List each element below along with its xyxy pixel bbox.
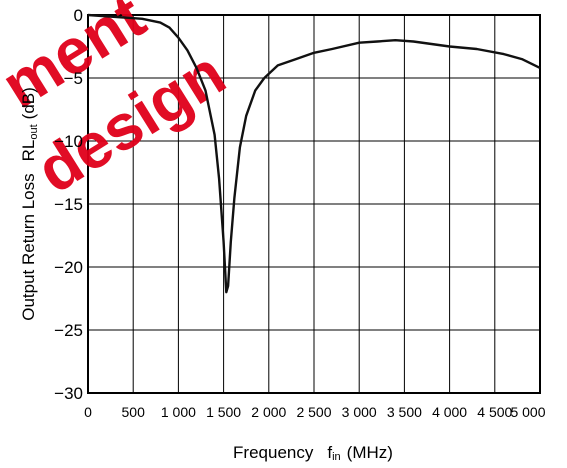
x-axis-label-sub: in bbox=[332, 451, 341, 463]
x-tick-label: 5 000 bbox=[510, 404, 545, 420]
return-loss-curve bbox=[87, 13, 541, 294]
y-tick-labels: 0 −5 −10 −15 −20 −25 −30 bbox=[54, 6, 83, 403]
y-tick-label: −15 bbox=[54, 195, 83, 214]
x-tick-label: 500 bbox=[122, 404, 146, 420]
y-axis-label-unit: (dB) bbox=[19, 87, 38, 119]
y-axis-label-main: Output Return Loss bbox=[19, 173, 38, 320]
x-axis-label-main: Frequency bbox=[233, 443, 314, 462]
x-tick-label: 1 500 bbox=[206, 404, 241, 420]
x-tick-label: 4 000 bbox=[432, 404, 467, 420]
x-tick-label: 1 000 bbox=[161, 404, 196, 420]
grid-lines bbox=[88, 15, 540, 393]
x-tick-labels: 0 500 1 000 1 500 2 000 2 500 3 000 3 500 4 000 4… bbox=[84, 404, 546, 420]
y-tick-label: −25 bbox=[54, 321, 83, 340]
x-tick-label: 3 000 bbox=[342, 404, 377, 420]
y-tick-label: 0 bbox=[74, 6, 83, 25]
x-axis-label: Frequency fin (MHz) bbox=[233, 443, 393, 463]
x-axis-label-symbol: f bbox=[327, 443, 332, 462]
x-tick-label: 2 000 bbox=[251, 404, 286, 420]
y-axis-label: Output Return Loss RLout (dB) bbox=[19, 87, 40, 321]
y-axis-label-sub: out bbox=[28, 124, 40, 139]
y-tick-label: −10 bbox=[54, 132, 83, 151]
x-axis-label-unit: (MHz) bbox=[347, 443, 393, 462]
x-tick-label: 0 bbox=[84, 404, 92, 420]
y-tick-label: −30 bbox=[54, 384, 83, 403]
x-tick-label: 4 500 bbox=[477, 404, 512, 420]
x-tick-label: 3 500 bbox=[387, 404, 422, 420]
y-axis-label-symbol: RL bbox=[19, 140, 38, 162]
plot-frame bbox=[87, 14, 541, 394]
y-tick-label: −20 bbox=[54, 258, 83, 277]
y-tick-label: −5 bbox=[64, 69, 83, 88]
x-tick-label: 2 500 bbox=[296, 404, 331, 420]
